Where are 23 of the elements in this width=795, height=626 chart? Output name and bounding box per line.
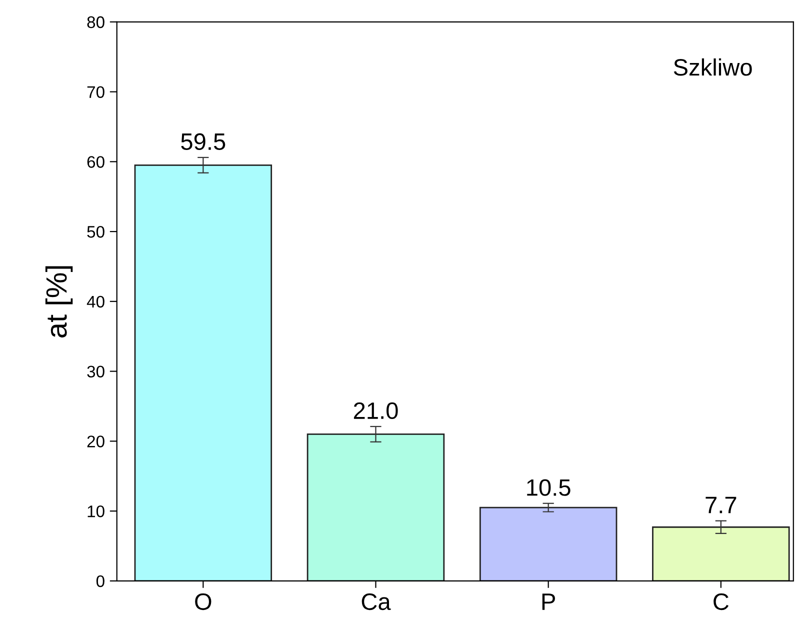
data-label: 7.7 xyxy=(706,496,736,514)
y-tick-label: 80 xyxy=(87,16,104,28)
data-label: 59.5 xyxy=(181,133,226,150)
bar xyxy=(479,506,618,581)
y-tick-label: 10 xyxy=(88,505,104,518)
y-tick-label: 20 xyxy=(87,436,104,448)
y-tick-label: 30 xyxy=(87,366,104,378)
bar xyxy=(652,526,790,581)
x-tick-label: C xyxy=(714,593,729,610)
bar xyxy=(134,164,272,581)
y-axis-title: at [%] xyxy=(45,266,73,338)
data-label: 21.0 xyxy=(354,402,398,420)
data-label: 10.5 xyxy=(527,479,570,496)
x-tick-label: Ca xyxy=(362,593,391,610)
x-tick-label: O xyxy=(195,593,212,610)
y-tick-label: 70 xyxy=(87,86,104,98)
y-tick-label: 40 xyxy=(86,296,104,308)
y-tick-label: 60 xyxy=(87,156,104,168)
y-tick-label: 0 xyxy=(96,575,104,588)
x-tick-label: P xyxy=(542,594,555,610)
bar xyxy=(306,433,445,581)
annotation: Szkliwo xyxy=(674,58,752,76)
y-tick-label: 50 xyxy=(87,226,104,238)
